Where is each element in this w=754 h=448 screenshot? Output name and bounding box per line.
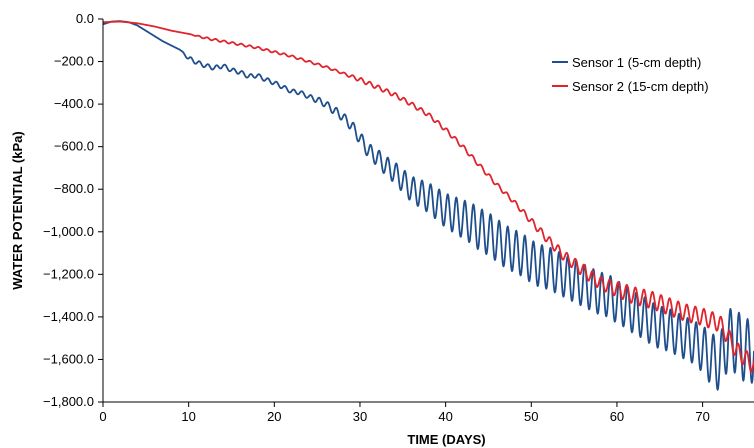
y-tick-label: −1,400.0 bbox=[43, 309, 94, 324]
x-tick-label: 30 bbox=[353, 409, 367, 424]
legend-label: Sensor 1 (5-cm depth) bbox=[572, 55, 701, 70]
series-lines bbox=[103, 20, 754, 391]
x-tick-label: 0 bbox=[99, 409, 106, 424]
y-tick-label: −1,200.0 bbox=[43, 266, 94, 281]
x-tick-label: 20 bbox=[267, 409, 281, 424]
x-axis-title: TIME (DAYS) bbox=[407, 432, 485, 447]
x-tick-label: 10 bbox=[181, 409, 195, 424]
y-tick-label: −600.0 bbox=[54, 139, 94, 154]
y-tick-label: 0.0 bbox=[76, 11, 94, 26]
series-line-sensor-2 bbox=[103, 20, 754, 373]
y-axis-ticks: 0.0 −200.0 −400.0 −600.0 −800.0 −1,000.0 −1,20… bbox=[43, 11, 103, 409]
y-tick-label: −800.0 bbox=[54, 181, 94, 196]
legend: Sensor 1 (5-cm depth) Sensor 2 (15-cm dep… bbox=[552, 55, 709, 94]
y-tick-label: −400.0 bbox=[54, 96, 94, 111]
y-tick-label: −200.0 bbox=[54, 54, 94, 69]
y-tick-label: −1,000.0 bbox=[43, 224, 94, 239]
x-tick-label: 40 bbox=[438, 409, 452, 424]
y-tick-label: −1,800.0 bbox=[43, 394, 94, 409]
series-line-sensor-1 bbox=[103, 20, 754, 391]
y-tick-label: −1,600.0 bbox=[43, 351, 94, 366]
x-tick-label: 50 bbox=[524, 409, 538, 424]
x-axis-ticks: 0 10 20 30 40 50 60 70 bbox=[99, 402, 710, 424]
x-tick-label: 70 bbox=[695, 409, 709, 424]
x-tick-label: 60 bbox=[610, 409, 624, 424]
y-axis-title: WATER POTENTIAL (kPa) bbox=[10, 131, 25, 289]
legend-label: Sensor 2 (15-cm depth) bbox=[572, 79, 709, 94]
